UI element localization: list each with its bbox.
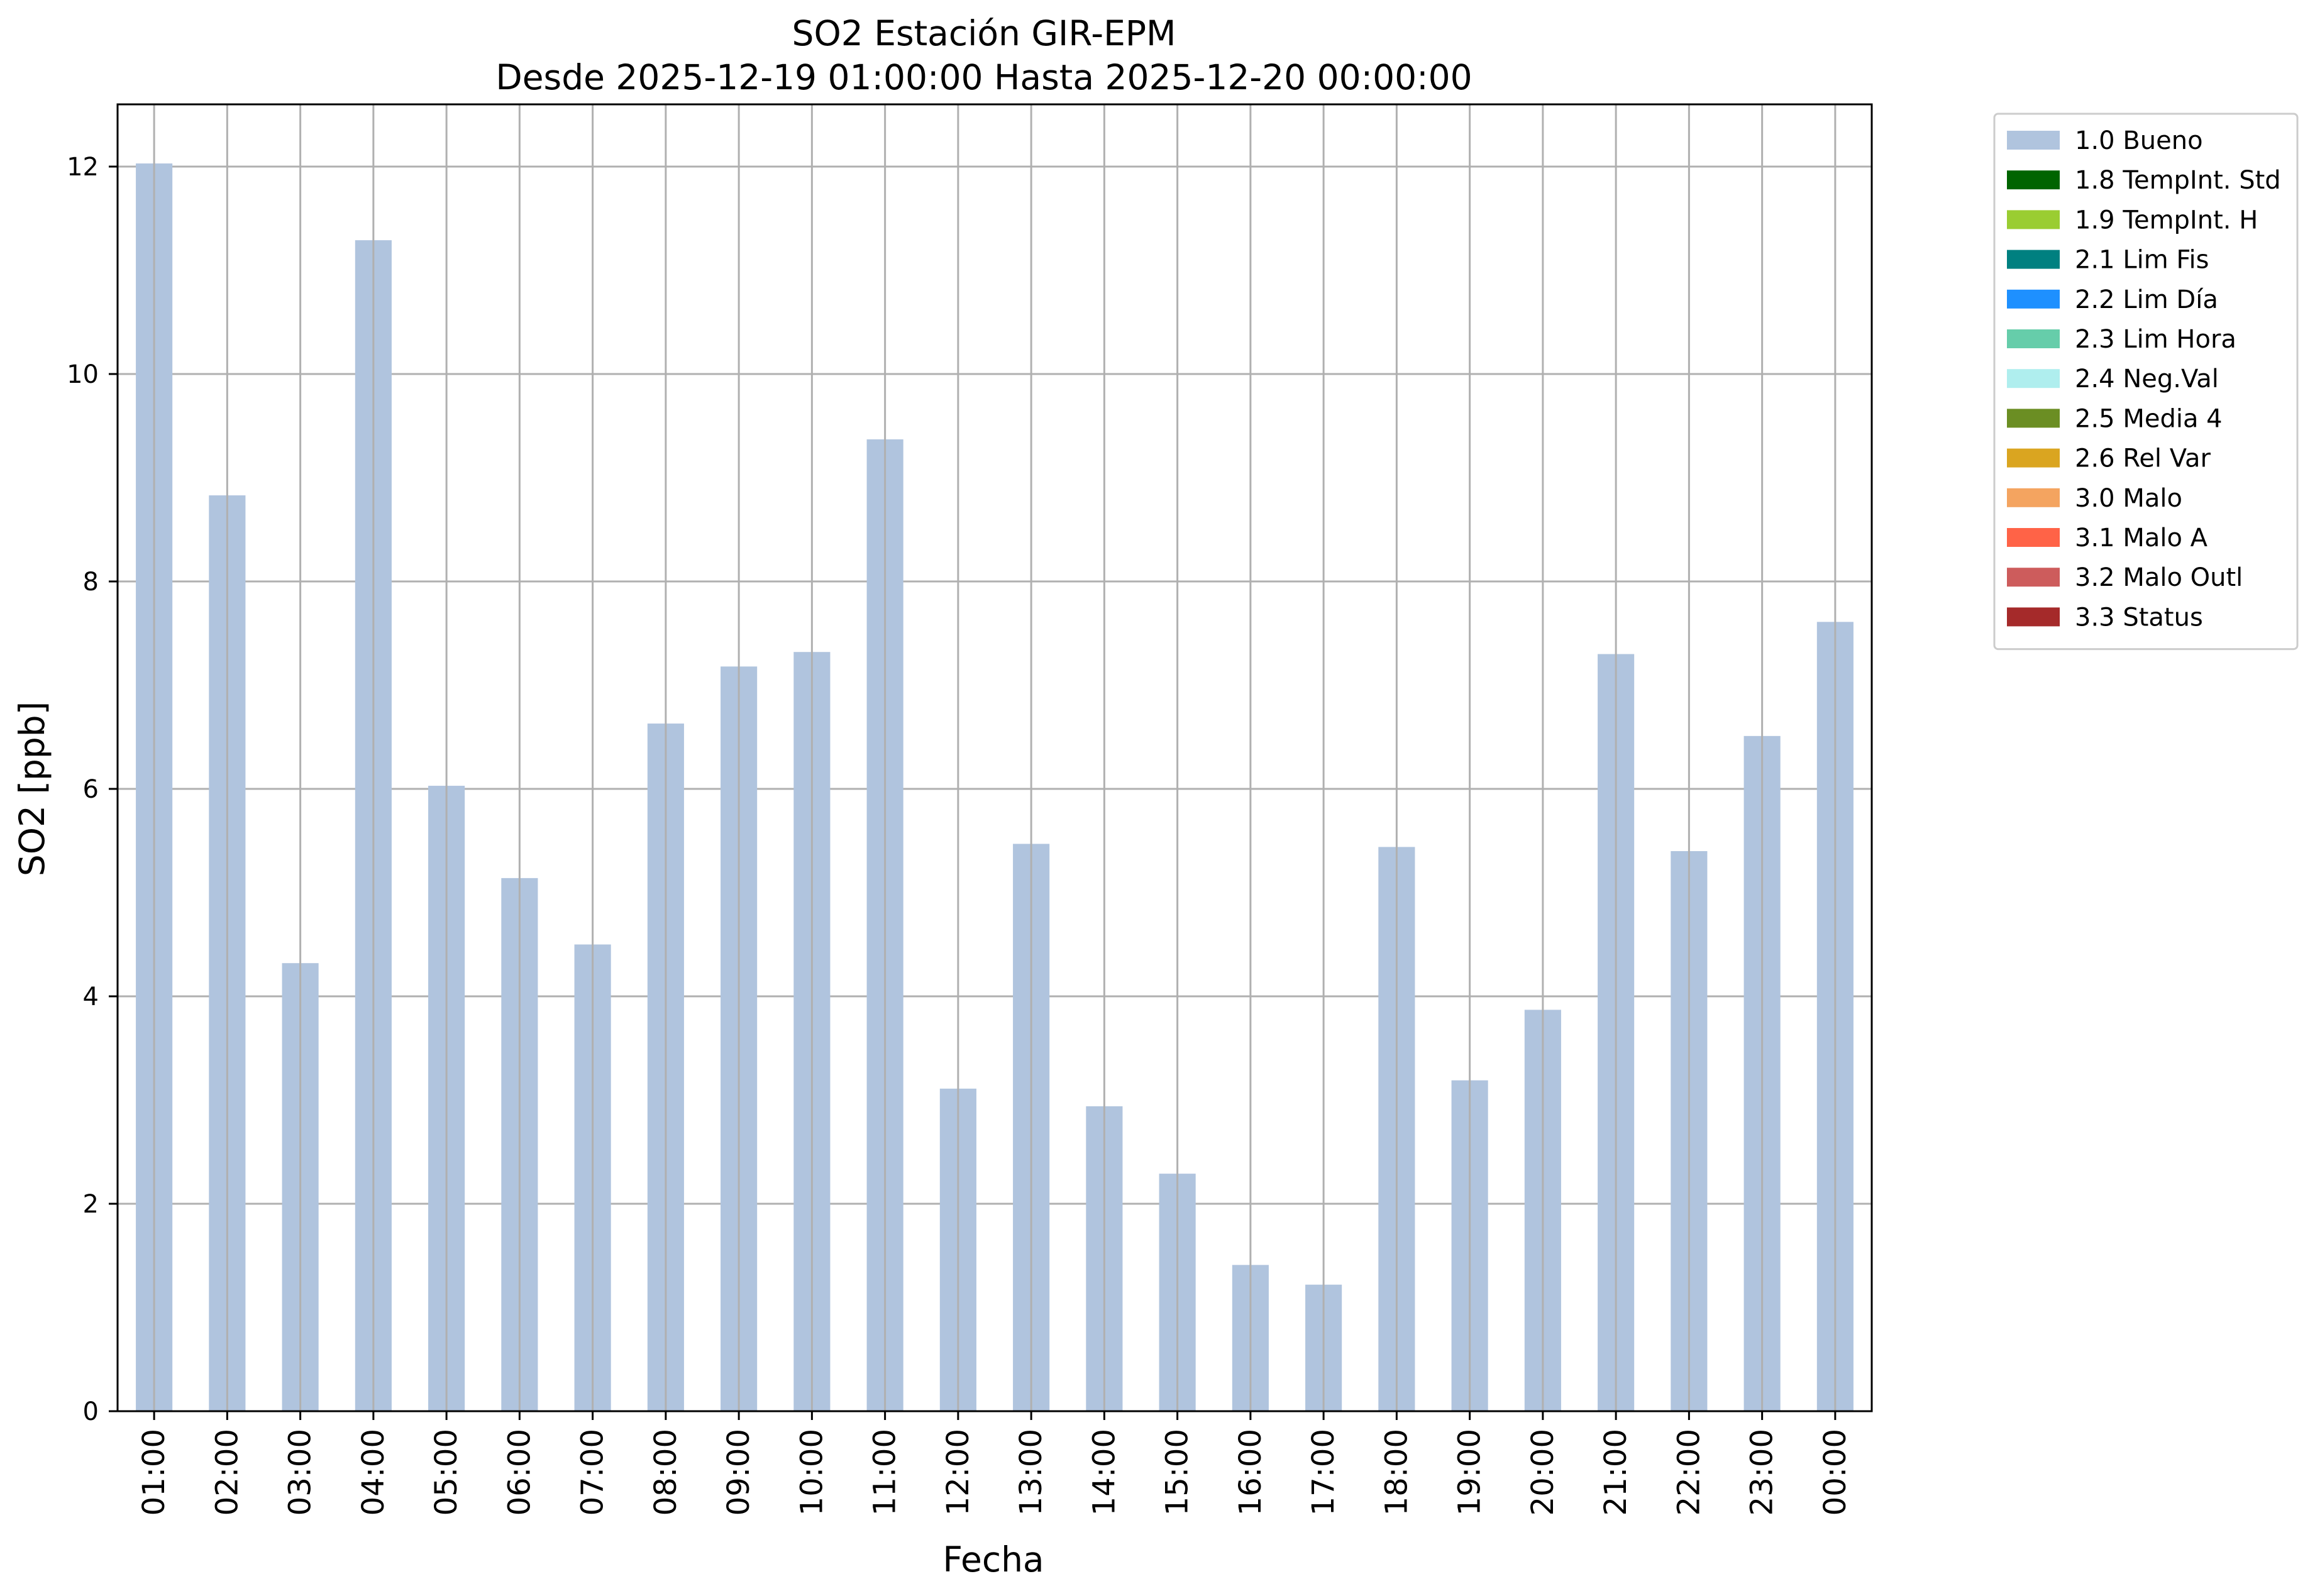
legend-label: 1.9 TempInt. H [2075, 206, 2258, 234]
x-axis-label: Fecha [942, 1539, 1044, 1580]
y-tick-label: 6 [83, 775, 99, 804]
legend-swatch [2007, 488, 2060, 507]
x-tick-label: 03:00 [283, 1429, 318, 1516]
legend-swatch [2007, 607, 2060, 627]
legend-swatch [2007, 329, 2060, 348]
x-tick-label: 17:00 [1306, 1429, 1341, 1516]
legend-swatch [2007, 409, 2060, 428]
x-tick-label: 08:00 [648, 1429, 683, 1516]
x-tick-label: 00:00 [1818, 1429, 1853, 1516]
x-tick-label: 22:00 [1671, 1429, 1706, 1516]
legend-label: 2.3 Lim Hora [2075, 325, 2236, 354]
x-tick-label: 19:00 [1452, 1429, 1488, 1516]
legend-label: 1.8 TempInt. Std [2075, 166, 2281, 195]
legend-box [1993, 113, 2299, 651]
x-tick-label: 02:00 [209, 1429, 245, 1516]
x-axis-ticks: 01:00 02:00 03:00 04:00 05:00 06:00 07:00 08:00… [136, 1411, 1853, 1516]
legend-label: 2.2 Lim Día [2075, 285, 2218, 314]
y-tick-label: 10 [67, 360, 99, 389]
chart-title: SO2 Estación GIR-EPM [792, 13, 1176, 53]
y-tick-label: 8 [83, 568, 99, 597]
legend-swatch [2007, 528, 2060, 547]
x-tick-label: 13:00 [1014, 1429, 1049, 1516]
legend-swatch [2007, 210, 2060, 229]
y-tick-label: 2 [83, 1190, 99, 1219]
legend-label: 2.5 Media 4 [2075, 404, 2223, 433]
y-tick-label: 0 [83, 1397, 99, 1426]
legend-label: 3.2 Malo Outl [2075, 563, 2243, 592]
vertical-gridlines [153, 104, 1837, 1411]
plot-frame [116, 103, 1873, 1412]
x-tick-label: 07:00 [575, 1429, 611, 1516]
legend-label: 2.1 Lim Fis [2075, 246, 2209, 275]
legend-label: 2.6 Rel Var [2075, 444, 2211, 473]
x-tick-label: 15:00 [1160, 1429, 1195, 1516]
legend-swatch [2007, 448, 2060, 468]
x-tick-label: 14:00 [1086, 1429, 1122, 1516]
x-tick-label: 16:00 [1233, 1429, 1268, 1516]
x-tick-label: 18:00 [1379, 1429, 1414, 1516]
legend-label: 3.3 Status [2075, 603, 2203, 632]
x-tick-label: 10:00 [794, 1429, 829, 1516]
legend-swatch [2007, 369, 2060, 388]
legend-swatch [2007, 289, 2060, 309]
y-axis-ticks: 0 2 4 6 8 10 12 [67, 153, 118, 1426]
legend-label: 3.1 Malo A [2075, 524, 2208, 553]
x-tick-label: 04:00 [356, 1429, 391, 1516]
legend: 1.0 Bueno 1.8 TempInt. Std 1.9 TempInt. H 2… [1993, 113, 2299, 651]
y-tick-label: 12 [67, 153, 99, 182]
chart-subtitle: Desde 2025-12-19 01:00:00 Hasta 2025-12-… [495, 57, 1472, 97]
grid [118, 165, 1872, 1412]
x-tick-label: 06:00 [502, 1429, 537, 1516]
x-tick-label: 01:00 [136, 1429, 172, 1516]
legend-swatch [2007, 250, 2060, 269]
x-tick-label: 12:00 [941, 1429, 976, 1516]
x-tick-label: 09:00 [721, 1429, 756, 1516]
legend-label: 3.0 Malo [2075, 484, 2182, 513]
x-tick-label: 21:00 [1598, 1429, 1633, 1516]
y-tick-label: 4 [83, 982, 99, 1011]
legend-label: 2.4 Neg.Val [2075, 365, 2219, 393]
legend-swatch [2007, 131, 2060, 150]
y-axis-label: SO2 [ppb] [12, 702, 52, 876]
legend-label: 1.0 Bueno [2075, 126, 2203, 155]
x-tick-label: 20:00 [1525, 1429, 1561, 1516]
x-tick-label: 11:00 [868, 1429, 903, 1516]
x-tick-label: 05:00 [429, 1429, 464, 1516]
x-tick-label: 23:00 [1745, 1429, 1780, 1516]
legend-swatch [2007, 568, 2060, 587]
legend-swatch [2007, 170, 2060, 190]
